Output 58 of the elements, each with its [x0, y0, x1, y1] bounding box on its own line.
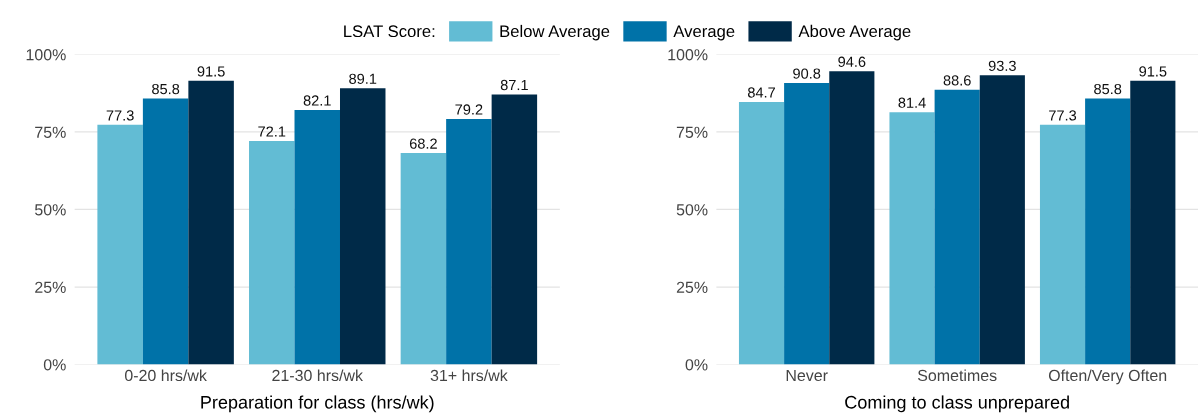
bar — [934, 89, 980, 365]
x-tick-label: 31+ hrs/wk — [430, 369, 508, 382]
y-tick-label: 100% — [668, 49, 708, 61]
bar — [889, 112, 935, 365]
bar — [249, 140, 295, 365]
data-label: 84.7 — [747, 87, 775, 98]
bar — [491, 94, 538, 365]
data-label: 79.2 — [455, 104, 483, 115]
data-label: 89.1 — [349, 73, 377, 84]
bar — [188, 80, 234, 365]
bar — [1085, 98, 1131, 365]
y-tick-label: 25% — [35, 281, 66, 293]
bar — [979, 75, 1025, 365]
data-label: 72.1 — [258, 126, 286, 137]
x-axis-title: Preparation for class (hrs/wk) — [201, 395, 434, 413]
data-label: 90.8 — [793, 68, 821, 79]
y-tick-label: 75% — [35, 126, 66, 138]
data-label: 94.6 — [838, 56, 866, 67]
bar — [829, 71, 875, 365]
bar — [142, 98, 189, 365]
legend-label: Above Average — [798, 24, 911, 41]
data-label: 85.8 — [152, 83, 180, 95]
legend-label: Average — [673, 25, 735, 41]
bar — [446, 118, 492, 365]
data-label: 91.5 — [1139, 66, 1167, 77]
bar — [784, 83, 830, 365]
x-tick-label: Often/Very Often — [1048, 369, 1167, 385]
data-label: 77.3 — [1049, 110, 1077, 121]
x-axis-title: Coming to class unprepared — [845, 395, 1069, 413]
x-tick-label: Sometimes — [917, 369, 997, 382]
bar — [400, 153, 447, 365]
bar — [294, 109, 340, 365]
y-tick-label: 100% — [26, 49, 66, 61]
bar — [1130, 80, 1176, 365]
bar — [1039, 124, 1086, 365]
x-tick-label: Never — [786, 369, 828, 382]
data-label: 85.8 — [1094, 83, 1122, 95]
data-label: 87.1 — [500, 79, 528, 91]
data-label: 88.6 — [943, 75, 971, 86]
y-tick-label: 0% — [685, 359, 708, 371]
y-tick-label: 0% — [43, 359, 66, 371]
bar — [97, 124, 143, 365]
x-tick-label: 0-20 hrs/wk — [124, 369, 207, 382]
bar — [340, 88, 386, 365]
data-label: 93.3 — [988, 60, 1016, 71]
x-tick-label: 21-30 hrs/wk — [272, 369, 363, 382]
y-tick-label: 50% — [676, 204, 708, 216]
legend-label: Below Average — [500, 24, 610, 41]
data-label: 82.1 — [303, 95, 331, 106]
data-label: 68.2 — [409, 138, 437, 149]
data-label: 91.5 — [197, 66, 225, 77]
legend-title: LSAT Score: — [344, 25, 435, 38]
y-tick-label: 25% — [676, 281, 708, 293]
data-label: 81.4 — [898, 97, 926, 108]
bar — [738, 101, 785, 365]
data-label: 77.3 — [106, 110, 134, 121]
y-tick-label: 75% — [676, 126, 708, 138]
y-tick-label: 50% — [34, 204, 66, 216]
